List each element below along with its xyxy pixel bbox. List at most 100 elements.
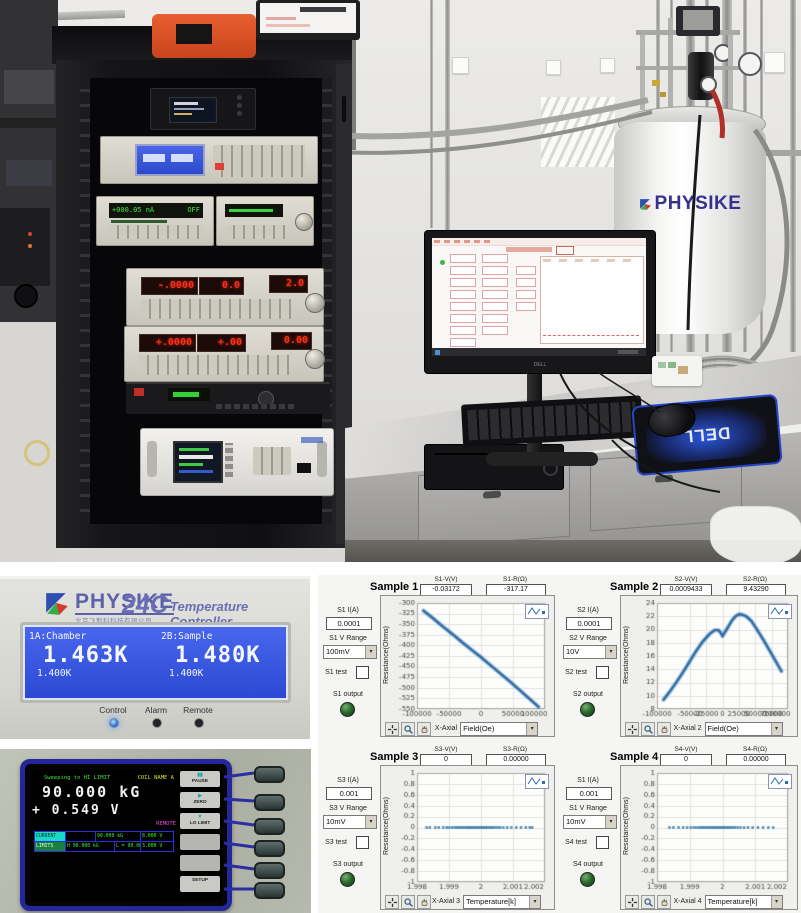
test-checkbox[interactable]: [596, 666, 609, 679]
voltage-indicator-label: S2-V(V): [674, 576, 698, 583]
current-input[interactable]: 0.001: [566, 787, 612, 800]
output-label: S3 output: [333, 861, 363, 868]
app-title: [506, 247, 552, 252]
lockin-display: -.0000: [141, 277, 198, 295]
plot-legend-icon[interactable]: [768, 774, 792, 789]
vrange-dropdown[interactable]: 10mV ▾: [563, 815, 617, 829]
probe-head: [676, 6, 720, 36]
vrange-dropdown[interactable]: 10mV ▾: [323, 815, 377, 829]
x-axis-dropdown[interactable]: Temperature[k] ▾: [463, 894, 541, 909]
channel-1: 1A:Chamber 1.463K 1.400K: [29, 631, 149, 679]
pan-hand-tool-icon[interactable]: [417, 722, 431, 736]
physike-logo-icon: [46, 593, 68, 615]
psu-screen: Sweeping to HI LIMIT COIL NAME A 90.000 …: [30, 769, 222, 901]
equipment-cart: [0, 208, 50, 286]
app-field: [482, 326, 508, 335]
app-field: [516, 302, 536, 311]
sourcemeter-buttons: [225, 225, 285, 239]
lockin-display: +.0000: [139, 334, 196, 352]
cursor-tool-icon[interactable]: [385, 722, 399, 736]
graph-toolbar: [625, 722, 671, 736]
unit-button: [237, 103, 242, 108]
pan-hand-tool-icon[interactable]: [657, 895, 671, 909]
display-line: [229, 209, 273, 212]
sourcemeter-2: [216, 196, 314, 246]
current-input[interactable]: 0.0001: [566, 617, 612, 630]
cursor-tool-icon[interactable]: [625, 895, 639, 909]
sourcemeter-buttons: [109, 225, 203, 239]
plot-box: Resistance(Ohms) X-Axial 2 Field(Oe) ▾: [620, 595, 798, 737]
remote-led: [194, 718, 204, 728]
channel-value: 1.480K: [175, 643, 261, 668]
lcd-display: 1A:Chamber 1.463K 1.400K 2B:Sample 1.480…: [20, 622, 291, 703]
rack-temperature-controller: [100, 136, 318, 184]
lab-photo: PHYSIKE: [0, 0, 801, 562]
plot-legend-icon[interactable]: [768, 604, 792, 619]
switch-box: [652, 356, 702, 386]
app-field: [516, 266, 536, 275]
panel-title: Sample 4: [610, 751, 659, 763]
app-field: [450, 290, 476, 299]
controller-keypad: [213, 145, 305, 177]
test-checkbox[interactable]: [356, 836, 369, 849]
sample-plot-canvas[interactable]: [631, 770, 793, 893]
plot-legend-icon[interactable]: [525, 604, 549, 619]
zoom-tool-icon[interactable]: [401, 895, 415, 909]
brand-badge: [134, 388, 144, 396]
monitor-base: [486, 452, 598, 466]
monitor-brand-label: DELL: [533, 362, 547, 368]
current-input[interactable]: 0.001: [326, 787, 372, 800]
app-left-column: [450, 254, 476, 350]
vrange-dropdown[interactable]: 100mV ▾: [323, 645, 377, 659]
softkey-blank: [180, 855, 220, 871]
lockin-display: +.00: [197, 334, 246, 352]
x-axis-dropdown[interactable]: Temperature[k] ▾: [704, 894, 783, 909]
menu-items: [434, 240, 494, 243]
sample-plot-canvas[interactable]: [631, 600, 793, 720]
red-key: [215, 163, 224, 170]
cart-wheel: [14, 284, 38, 308]
voltage-indicator-label: S1-V(V): [434, 576, 458, 583]
sourcemeter-1: +000.05 nA OFF: [96, 196, 214, 246]
sample-plot-canvas[interactable]: [391, 770, 550, 893]
x-axis-dropdown[interactable]: Field(Oe) ▾: [460, 721, 539, 736]
x-axis-row: X-Axial 3 Temperature[k] ▾: [423, 894, 550, 909]
test-checkbox[interactable]: [356, 666, 369, 679]
screen-line: [179, 455, 213, 459]
lockin-display: 0.00: [271, 332, 312, 350]
play-icon: ▶: [198, 793, 202, 799]
zoom-tool-icon[interactable]: [401, 722, 415, 736]
vrange-dropdown[interactable]: 10V ▾: [563, 645, 617, 659]
button-row: [216, 404, 296, 409]
laptop: [256, 0, 360, 40]
display-line: [173, 392, 199, 397]
output-led: [580, 872, 595, 887]
current-input[interactable]: 0.0001: [326, 617, 372, 630]
zoom-tool-icon[interactable]: [641, 895, 655, 909]
control-led: [109, 718, 119, 728]
screen-line: [174, 108, 204, 110]
wall-outlet: [452, 57, 469, 74]
row-cell: 8.000 V: [140, 832, 173, 841]
graph-toolbar: [625, 895, 671, 909]
table-row: LIMITS H 90.000 kG L = 90.000 kG 3.000 V: [34, 842, 174, 852]
softkey-pause: ▮▮ PAUSE: [180, 771, 220, 787]
screen-line: [174, 113, 192, 115]
plot-legend-icon[interactable]: [525, 774, 549, 789]
sourcemeter-display: [225, 204, 283, 217]
row-cell: L = 90.000 kG: [114, 842, 140, 851]
cursor-tool-icon[interactable]: [385, 895, 399, 909]
taskbar: [432, 348, 646, 356]
x-axis-label: X-Axial 4: [673, 898, 702, 905]
zoom-tool-icon[interactable]: [641, 722, 655, 736]
sample-plot-canvas[interactable]: [391, 600, 550, 720]
pan-hand-tool-icon[interactable]: [657, 722, 671, 736]
pan-hand-tool-icon[interactable]: [417, 895, 431, 909]
rack-rail: [80, 78, 90, 524]
chevron-down-icon: ▾: [605, 646, 616, 658]
x-axis-dropdown[interactable]: Field(Oe) ▾: [704, 721, 783, 736]
cursor-tool-icon[interactable]: [625, 722, 639, 736]
test-checkbox[interactable]: [596, 836, 609, 849]
led-label-alarm: Alarm: [144, 705, 168, 715]
